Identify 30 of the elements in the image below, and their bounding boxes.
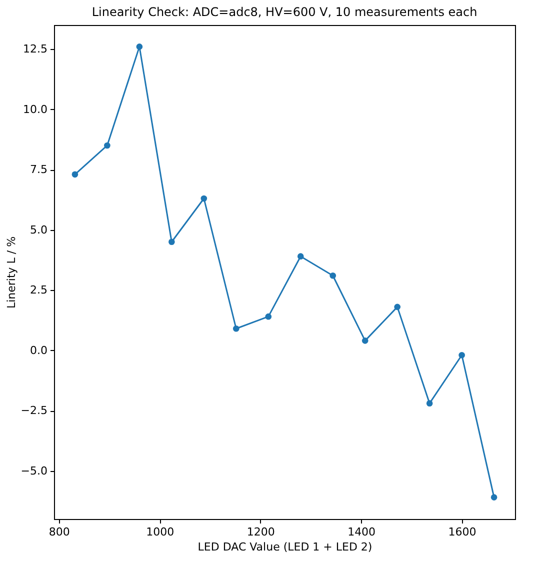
chart-title: Linearity Check: ADC=adc8, HV=600 V, 10 measurements each xyxy=(92,5,478,19)
y-tick-label: 12.5 xyxy=(23,42,48,56)
point xyxy=(200,195,208,202)
point xyxy=(490,494,498,500)
point xyxy=(362,338,368,344)
point xyxy=(168,238,175,246)
y-tick-label: −5.0 xyxy=(20,464,48,478)
point xyxy=(72,171,78,178)
point xyxy=(297,253,304,260)
point xyxy=(104,142,110,149)
x-tick-label: 1600 xyxy=(448,526,476,538)
point xyxy=(265,313,272,320)
x-tick-label: 800 xyxy=(48,526,70,538)
point xyxy=(458,352,465,358)
y-tick-label: 2.5 xyxy=(30,284,48,297)
y-tick-label: 7.5 xyxy=(30,163,48,176)
point xyxy=(426,400,433,406)
x-tick-label: 1000 xyxy=(146,526,174,538)
point xyxy=(394,304,400,310)
x-tick-label: 1200 xyxy=(246,526,275,538)
x-axis-title: LED DAC Value (LED 1 + LED 2) xyxy=(198,540,372,554)
x-tick-label: 1400 xyxy=(348,526,376,538)
y-axis-title: Linerity L / % xyxy=(4,236,18,309)
point xyxy=(136,44,143,50)
point xyxy=(232,325,240,332)
y-tick-label: −2.5 xyxy=(20,404,48,418)
y-tick-label: 10.0 xyxy=(23,102,48,116)
point xyxy=(330,272,336,279)
y-tick-label: 0.0 xyxy=(30,344,48,357)
y-tick-label: 5.0 xyxy=(30,223,48,236)
